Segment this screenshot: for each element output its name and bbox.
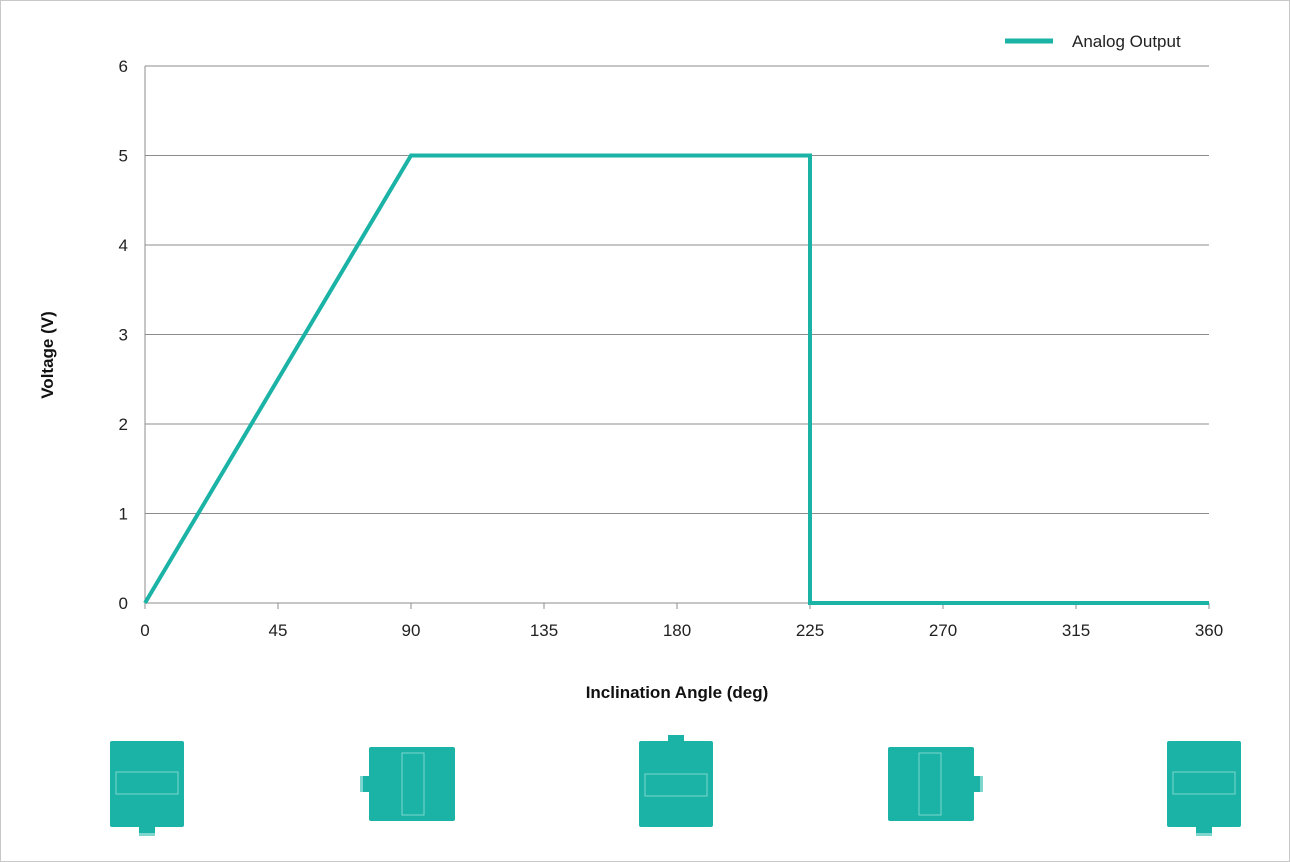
y-tick-label: 1 bbox=[119, 505, 128, 524]
x-tick-label: 90 bbox=[402, 621, 421, 640]
legend-label-analog-output: Analog Output bbox=[1072, 32, 1181, 51]
x-tick-label: 135 bbox=[530, 621, 558, 640]
orientation-icons bbox=[110, 735, 1241, 836]
sensor-connector-bottom-icon bbox=[110, 741, 184, 836]
y-tick-label: 6 bbox=[119, 57, 128, 76]
y-axis-title: Voltage (V) bbox=[38, 311, 57, 399]
y-tick-label: 3 bbox=[119, 326, 128, 345]
x-tick-label: 45 bbox=[269, 621, 288, 640]
x-tick-label: 360 bbox=[1195, 621, 1223, 640]
y-tick-labels: 0 1 2 3 4 5 6 bbox=[119, 57, 128, 613]
x-tick-label: 315 bbox=[1062, 621, 1090, 640]
legend: Analog Output bbox=[1005, 32, 1181, 51]
y-tick-label: 5 bbox=[119, 147, 128, 166]
x-tick-label: 0 bbox=[140, 621, 149, 640]
series-line-analog-output bbox=[143, 153, 1209, 605]
y-tick-label: 4 bbox=[119, 236, 128, 255]
y-tick-label: 0 bbox=[119, 594, 128, 613]
x-tick-label: 180 bbox=[663, 621, 691, 640]
sensor-connector-top-icon bbox=[639, 735, 713, 827]
series-group bbox=[143, 153, 1209, 605]
sensor-connector-bottom-icon bbox=[1167, 741, 1241, 836]
sensor-connector-right-icon bbox=[888, 747, 983, 821]
x-tick-label: 225 bbox=[796, 621, 824, 640]
x-axis-title: Inclination Angle (deg) bbox=[586, 683, 769, 702]
sensor-connector-left-icon bbox=[360, 747, 455, 821]
x-tick-label: 270 bbox=[929, 621, 957, 640]
x-tick-labels: 0 45 90 135 180 225 270 315 360 bbox=[140, 621, 1223, 640]
y-tick-label: 2 bbox=[119, 415, 128, 434]
